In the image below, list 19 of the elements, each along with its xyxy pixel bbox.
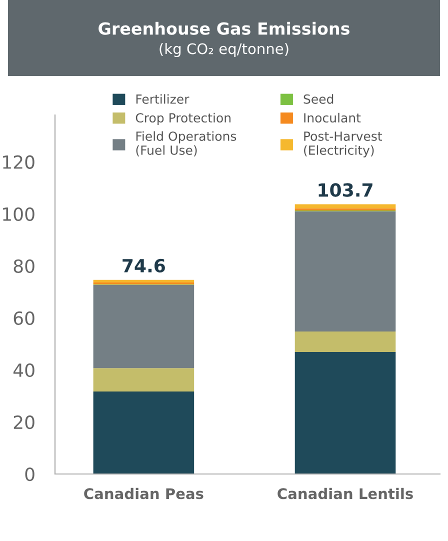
total-label: 103.7 (318, 183, 372, 197)
y-tick-label: 20 (14, 415, 34, 430)
legend-label: Field Operations (Fuel Use) (136, 131, 236, 156)
y-tick-label: 80 (14, 259, 34, 273)
y-tick-label: 0 (25, 467, 34, 482)
y-tick-label: 100 (3, 207, 34, 221)
chart-subtitle: (kg CO₂ eq/tonne) (160, 42, 288, 58)
y-tick-label: 120 (3, 155, 34, 169)
total-label: 74.6 (122, 258, 165, 273)
legend-label: Crop Protection (136, 112, 230, 125)
legend-label: Seed (304, 94, 334, 104)
legend-label: Inoculant (304, 112, 361, 123)
y-tick-label: 40 (13, 363, 34, 378)
chart-title: Greenhouse Gas Emissions (98, 22, 350, 35)
legend-label: Fertilizer (136, 94, 190, 104)
y-tick-label: 60 (14, 311, 34, 326)
x-tick-label: Canadian Peas (84, 488, 204, 500)
x-tick-label: Canadian Lentils (278, 488, 413, 500)
legend-label: Post-Harvest (Electricity) (304, 132, 382, 158)
